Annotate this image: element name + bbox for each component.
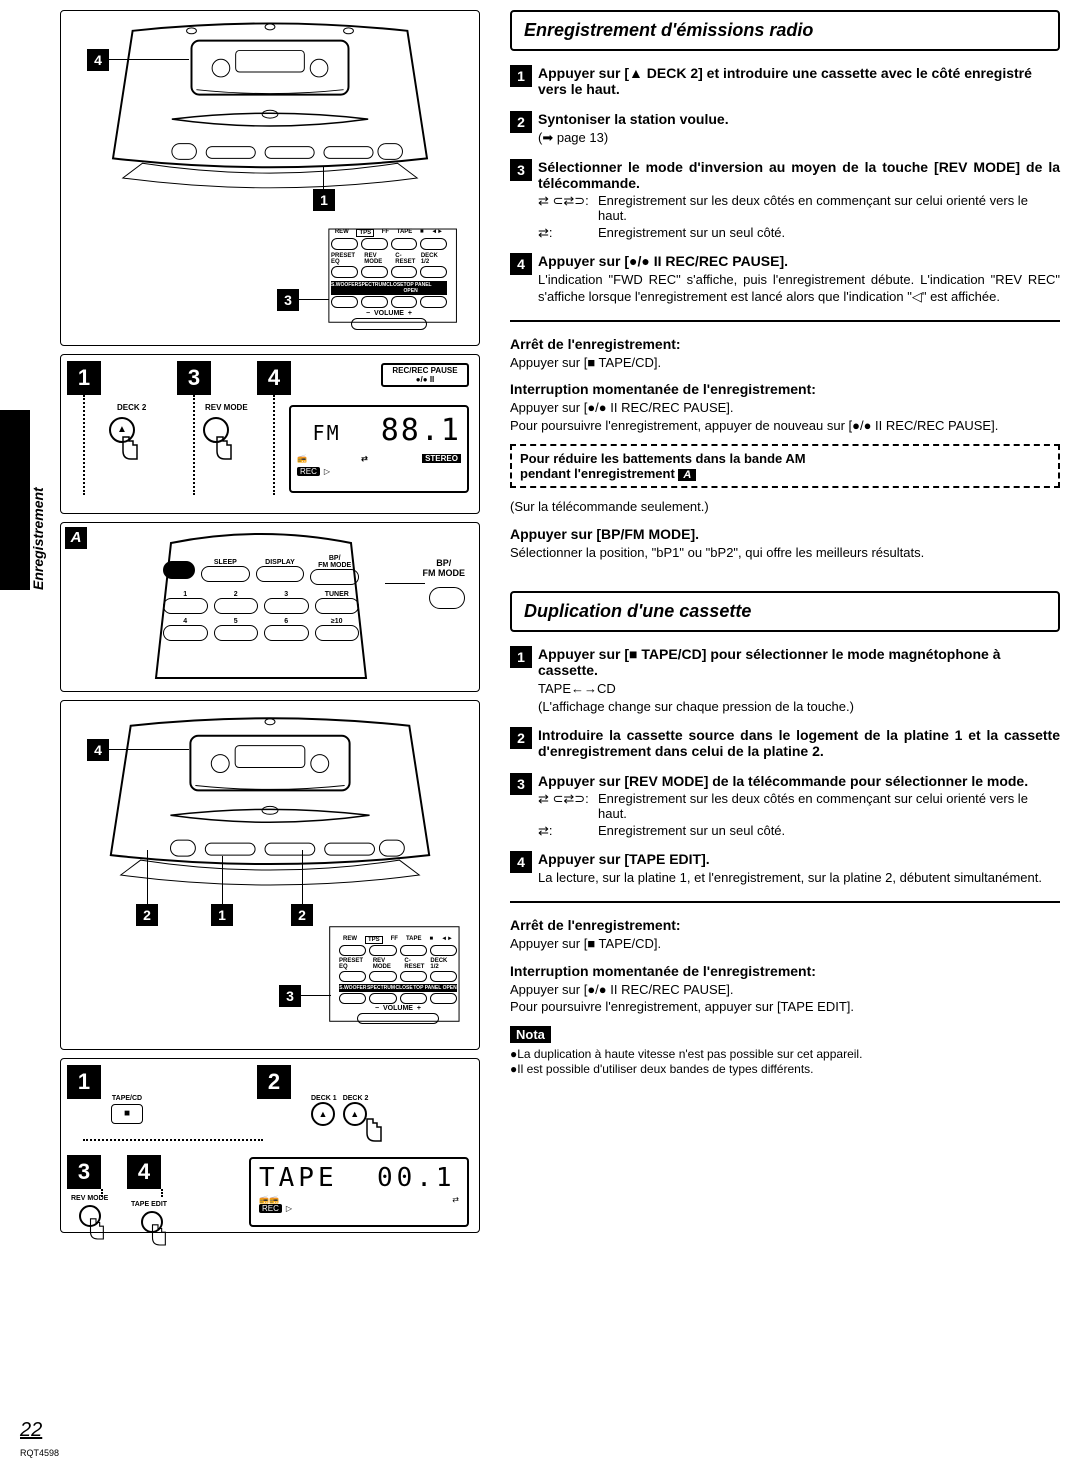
s1-step1: 1 Appuyer sur [▲ DECK 2] et introduire u… xyxy=(510,65,1060,99)
diagram-remote: A SLEEP DISPLAY BP/ FM MOD xyxy=(60,522,480,692)
s2-step4: 4 Appuyer sur [TAPE EDIT]. La lecture, s… xyxy=(510,851,1060,887)
lbl-swoofer: S.WOOFER xyxy=(331,282,358,294)
callout-1: 1 xyxy=(211,904,233,926)
am-callout: Pour réduire les battements dans la band… xyxy=(510,444,1060,488)
lbl-tape: TAPE xyxy=(397,229,413,237)
callout-4: 4 xyxy=(257,361,291,395)
callout-1: 1 xyxy=(67,1065,101,1099)
lbl-stop: ■ xyxy=(420,229,424,237)
callout-2: 2 xyxy=(136,904,158,926)
page: 4 1 3 REW TPS FF TAPE ■ ◄► xyxy=(0,0,1080,1460)
lbl-ff: FF xyxy=(382,229,389,237)
right-column: Enregistrement d'émissions radio 1 Appuy… xyxy=(490,0,1080,1460)
lbl-deck2: DECK 2 xyxy=(117,403,146,412)
lbl-tps: TPS xyxy=(356,229,374,237)
callout-A: A xyxy=(65,527,87,549)
s1-step3: 3 Sélectionner le mode d'inversion au mo… xyxy=(510,159,1060,241)
section2-title: Duplication d'une cassette xyxy=(510,591,1060,632)
diagram-device-mid: 1 3 4 DECK 2 REV MODE ▲ REC/REC PAUSE ●/… xyxy=(60,354,480,514)
s2-stop-body: Appuyer sur [■ TAPE/CD]. xyxy=(510,935,1060,953)
lbl-spectrum: SPECTRUM xyxy=(358,282,386,294)
lcd-display: FM 88.1 📻 ⇄ STEREO REC ▷ xyxy=(289,405,469,493)
divider xyxy=(510,320,1060,322)
side-tab xyxy=(0,410,30,590)
lbl-tapeedit: TAPE EDIT xyxy=(131,1201,167,1208)
s1-step4: 4 Appuyer sur [●/● II REC/REC PAUSE]. L'… xyxy=(510,253,1060,306)
lbl-bpfm-side: BP/ FM MODE xyxy=(423,559,466,579)
s1-pause-body: Appuyer sur [●/● II REC/REC PAUSE]. Pour… xyxy=(510,399,1060,434)
lbl-sleep: SLEEP xyxy=(201,559,250,566)
s2-step2: 2 Introduire la cassette source dans le … xyxy=(510,727,1060,761)
nota-b2: ●Il est possible d'utiliser deux bandes … xyxy=(510,1062,1060,1078)
s1-stop-title: Arrêt de l'enregistrement: xyxy=(510,336,1060,352)
s2-pause-body: Appuyer sur [●/● II REC/REC PAUSE]. Pour… xyxy=(510,981,1060,1016)
callout-4: 4 xyxy=(87,49,109,71)
side-label: Enregistrement xyxy=(30,487,46,590)
lbl-revmode: REV MODE xyxy=(364,253,395,265)
lbl-rec: REC/REC PAUSE xyxy=(392,366,457,375)
doc-code: RQT4598 xyxy=(20,1448,59,1458)
lbl-preset: PRESET EQ xyxy=(331,253,364,265)
s1-step2: 2 Syntoniser la station voulue. (➡ page … xyxy=(510,111,1060,147)
btn-bpfm xyxy=(429,587,465,609)
lbl-deck: DECK 1/2 xyxy=(421,253,447,265)
callout-3: 3 xyxy=(67,1155,101,1189)
diagram-device-bottom: 4 2 1 2 3 REW TPS FF TAPE ■ ◄► xyxy=(60,700,480,1050)
lcd-display-2: TAPE 00.1 📻📻 ⇄ REC ▷ xyxy=(249,1157,469,1227)
nota-label: Nota xyxy=(510,1026,551,1043)
callout-4: 4 xyxy=(87,739,109,761)
diagram-device-top: 4 1 3 REW TPS FF TAPE ■ ◄► xyxy=(60,10,480,346)
lbl-play: ◄► xyxy=(431,229,443,237)
lbl-rew: REW xyxy=(335,229,349,237)
s2-stop-title: Arrêt de l'enregistrement: xyxy=(510,917,1060,933)
lbl-volume: VOLUME xyxy=(374,310,404,317)
divider-2 xyxy=(510,901,1060,903)
callout-3: 3 xyxy=(177,361,211,395)
left-column: 4 1 3 REW TPS FF TAPE ■ ◄► xyxy=(0,0,490,1460)
lbl-revmode2: REV MODE xyxy=(71,1195,108,1202)
lbl-bpfm: BP/ FM MODE xyxy=(310,555,359,569)
lbl-open: TOP PANEL OPEN xyxy=(404,282,447,294)
callout-3: 3 xyxy=(277,289,299,311)
remote-note: (Sur la télécommande seulement.) xyxy=(510,498,1060,516)
page-number: 22 xyxy=(20,1419,42,1442)
nota-b1: ●La duplication à haute vitesse n'est pa… xyxy=(510,1047,1060,1063)
lbl-rec-icon: ●/● II xyxy=(416,375,435,384)
lbl-creset: C-RESET xyxy=(395,253,421,265)
callout-3: 3 xyxy=(279,985,301,1007)
bp-title: Appuyer sur [BP/FM MODE]. xyxy=(510,526,1060,542)
btn-tapecd: TAPE/CD ■ xyxy=(111,1095,143,1126)
callout-1: 1 xyxy=(67,361,101,395)
callout-2b: 2 xyxy=(291,904,313,926)
s1-pause-title: Interruption momentanée de l'enregistrem… xyxy=(510,381,1060,397)
callout-2: 2 xyxy=(257,1065,291,1099)
lbl-revmode: REV MODE xyxy=(205,403,248,412)
s2-step3: 3 Appuyer sur [REV MODE] de la télécomma… xyxy=(510,773,1060,839)
s1-stop-body: Appuyer sur [■ TAPE/CD]. xyxy=(510,354,1060,372)
bp-body: Sélectionner la position, "bP1" ou "bP2"… xyxy=(510,544,1060,562)
section1-title: Enregistrement d'émissions radio xyxy=(510,10,1060,51)
lbl-display: DISPLAY xyxy=(256,559,305,566)
callout-4: 4 xyxy=(127,1155,161,1189)
diagram-display: 1 2 3 4 TAPE/CD ■ DECK 1 ▲ DECK 2 ▲ xyxy=(60,1058,480,1233)
s2-pause-title: Interruption momentanée de l'enregistrem… xyxy=(510,963,1060,979)
lbl-close: CLOSE xyxy=(386,282,403,294)
callout-1: 1 xyxy=(313,189,335,211)
s2-step1: 1 Appuyer sur [■ TAPE/CD] pour sélection… xyxy=(510,646,1060,715)
